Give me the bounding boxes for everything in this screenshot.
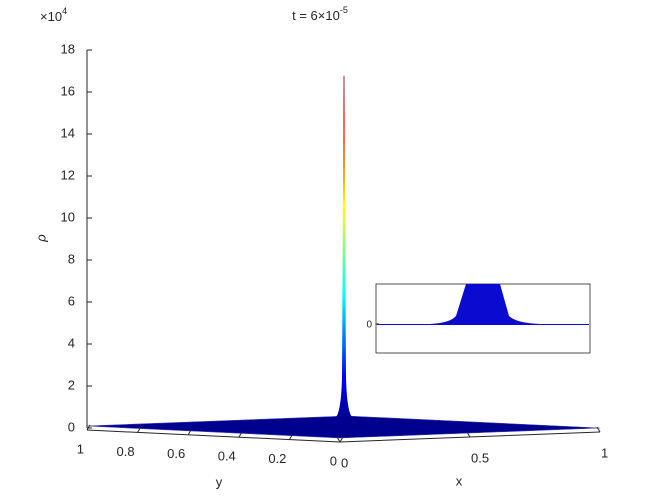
z-tick-label: 4 xyxy=(68,335,75,350)
x-tick xyxy=(466,431,471,438)
z-tick-label: 0 xyxy=(68,419,75,434)
y-label: y xyxy=(216,474,223,489)
inset-surface xyxy=(377,284,589,325)
y-tick-label: 0.2 xyxy=(268,451,286,466)
scale-factor: ×104 xyxy=(40,6,67,24)
z-tick-label: 18 xyxy=(61,41,75,56)
y-tick-label: 0.8 xyxy=(117,444,135,459)
title-exponent: -5 xyxy=(340,5,348,15)
y-tick-label: 0.4 xyxy=(218,449,236,464)
z-tick-label: 12 xyxy=(61,167,75,182)
z-tick-label: 16 xyxy=(61,83,75,98)
chart-title: t = 6×10-5 xyxy=(292,5,348,23)
x-tick-label: 1 xyxy=(601,445,608,460)
y-tick xyxy=(288,434,293,440)
surface-peak xyxy=(335,75,353,418)
y-tick xyxy=(339,436,344,443)
z-label: ρ xyxy=(33,234,48,243)
z-tick-label: 6 xyxy=(68,293,75,308)
x-tick-label: 0.5 xyxy=(471,450,489,465)
y-tick xyxy=(137,427,142,433)
y-tick-label: 0 xyxy=(330,453,337,468)
x-tick-label: 0 xyxy=(341,455,348,470)
scale-exp: 4 xyxy=(62,6,67,16)
z-tick-label: 2 xyxy=(68,377,75,392)
x-label: x xyxy=(456,473,463,488)
inset xyxy=(375,283,591,354)
z-tick-label: 10 xyxy=(61,209,75,224)
z-tick-label: 8 xyxy=(68,251,75,266)
y-tick xyxy=(187,429,192,436)
title-base: t = 6×10 xyxy=(292,8,340,23)
inset-tick-label: 0 xyxy=(366,320,372,331)
x-tick xyxy=(336,436,341,443)
scale-base: ×10 xyxy=(40,9,62,24)
y-tick-label: 0.6 xyxy=(167,446,185,461)
x-tick xyxy=(596,426,601,433)
y-tick-label: 1 xyxy=(77,441,84,456)
y-tick xyxy=(86,424,91,431)
y-tick xyxy=(238,431,243,438)
z-tick-label: 14 xyxy=(61,125,75,140)
